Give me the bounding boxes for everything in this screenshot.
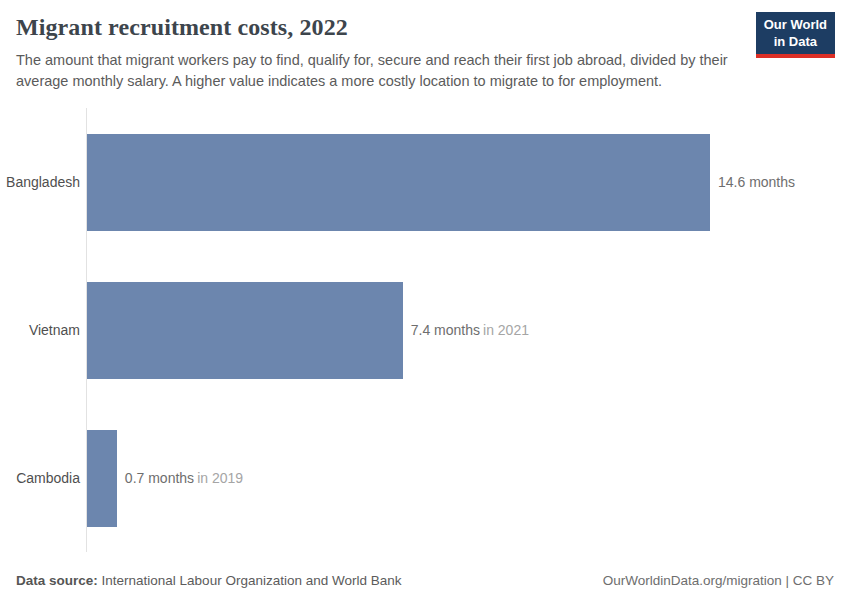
category-label: Bangladesh bbox=[6, 174, 80, 190]
data-source-label: Data source: bbox=[16, 573, 98, 588]
bar-row: Cambodia 0.7 monthsin 2019 bbox=[87, 404, 834, 552]
data-source-text: International Labour Organization and Wo… bbox=[102, 573, 402, 588]
page-title: Migrant recruitment costs, 2022 bbox=[16, 14, 834, 41]
bar-chart: Bangladesh 14.6 months Vietnam 7.4 month… bbox=[16, 108, 834, 552]
year-note: in 2019 bbox=[197, 470, 243, 486]
owid-logo-line2: in Data bbox=[764, 34, 827, 51]
bar-row: Vietnam 7.4 monthsin 2021 bbox=[87, 256, 834, 404]
bar[interactable] bbox=[87, 134, 710, 231]
owid-logo-line1: Our World bbox=[764, 17, 827, 34]
chart-subtitle: The amount that migrant workers pay to f… bbox=[16, 50, 761, 91]
value-label: 14.6 months bbox=[718, 174, 795, 190]
data-source: Data source: International Labour Organi… bbox=[16, 573, 402, 588]
chart-header: Migrant recruitment costs, 2022 The amou… bbox=[0, 0, 850, 91]
bar-row: Bangladesh 14.6 months bbox=[87, 108, 834, 256]
year-note: in 2021 bbox=[483, 322, 529, 338]
category-label: Cambodia bbox=[16, 470, 80, 486]
owid-logo: Our World in Data bbox=[756, 12, 835, 58]
value-text: 0.7 months bbox=[125, 470, 194, 486]
plot-area: Bangladesh 14.6 months Vietnam 7.4 month… bbox=[86, 108, 834, 552]
value-label: 7.4 monthsin 2021 bbox=[411, 322, 529, 338]
chart-page: Migrant recruitment costs, 2022 The amou… bbox=[0, 0, 850, 600]
category-label: Vietnam bbox=[29, 322, 80, 338]
bar[interactable] bbox=[87, 282, 403, 379]
value-text: 7.4 months bbox=[411, 322, 480, 338]
attribution-link[interactable]: OurWorldinData.org/migration | CC BY bbox=[603, 573, 834, 588]
value-text: 14.6 months bbox=[718, 174, 795, 190]
bar[interactable] bbox=[87, 430, 117, 527]
chart-footer: Data source: International Labour Organi… bbox=[16, 573, 834, 588]
value-label: 0.7 monthsin 2019 bbox=[125, 470, 243, 486]
